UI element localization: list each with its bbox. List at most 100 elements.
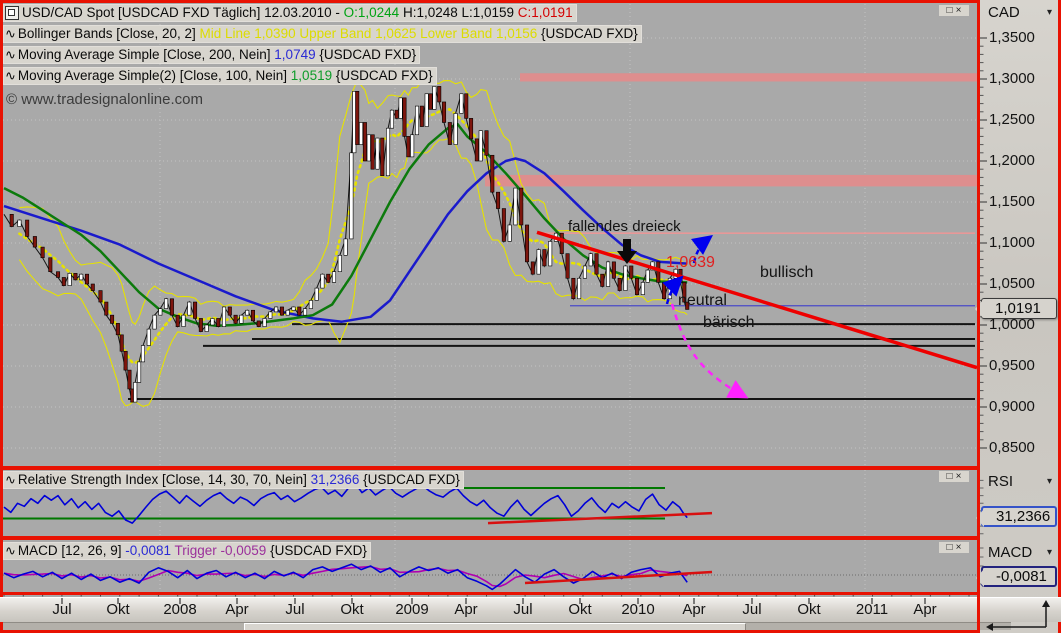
last-price-value: 1,0191 [995, 300, 1041, 317]
rsi-value-tag: 31,2366 [976, 506, 1057, 527]
price-axis-label: 1,0000 [989, 316, 1035, 333]
pane-separator-rsi-macd[interactable] [0, 536, 980, 540]
ma200-label-text: Moving Average Simple [Close, 200, Nein]… [18, 47, 416, 62]
tag-notch [976, 569, 984, 587]
rsi-axis-selector[interactable]: RSI ▾ [984, 472, 1056, 491]
time-axis-label: 2011 [855, 601, 889, 618]
time-axis-label: 2008 [163, 601, 197, 618]
squiggle-icon: ∿ [5, 543, 16, 558]
price-axis-label: 1,1500 [989, 193, 1035, 210]
label-segment: Bollinger Bands [Close, 20, 2] [17, 26, 200, 41]
price-axis-label: 0,9000 [989, 398, 1035, 415]
symbol-axis-selector[interactable]: CAD ▾ [984, 3, 1056, 22]
close-icon[interactable]: × [955, 5, 962, 16]
bollinger-indicator-row: ∿ Bollinger Bands [Close, 20, 2] Mid Lin… [3, 25, 642, 43]
last-price-tag: 1,0191 [975, 298, 1057, 319]
time-axis-label: Okt [568, 601, 592, 618]
macd-pane-window-buttons: □ × [939, 542, 969, 553]
copyright-label: © www.tradesignalonline.com [6, 91, 203, 108]
label-segment: -0,0081 [125, 543, 175, 558]
label-segment: {USDCAD FXD} [319, 47, 417, 62]
scroll-to-end-icon[interactable] [984, 596, 1058, 632]
time-axis-label: Jul [742, 601, 762, 618]
chart-title-row: USD/CAD Spot [USDCAD FXD Täglich] 12.03.… [3, 4, 577, 25]
label-segment: {USDCAD FXD} [363, 472, 460, 487]
pane-separator-macd-axis [0, 592, 980, 595]
price-axis-label: 0,8500 [989, 439, 1035, 456]
restore-icon[interactable]: □ [946, 5, 953, 16]
macd-value-tag: -0,0081 [976, 566, 1057, 587]
macd-value: -0,0081 [996, 568, 1047, 585]
price-axis-label: 1,3500 [989, 29, 1035, 46]
chevron-down-icon: ▾ [1046, 547, 1052, 558]
time-axis-label: Apr [682, 601, 706, 618]
label-segment: {USDCAD FXD} [335, 68, 433, 83]
macd-label-text: MACD [12, 26, 9] -0,0081 Trigger -0,0059… [18, 543, 367, 558]
restore-icon[interactable]: □ [946, 542, 953, 553]
label-segment: 31,2366 [310, 472, 364, 487]
time-axis [0, 597, 1061, 622]
pane-separator-vertical [977, 0, 980, 633]
time-axis-label: Jul [52, 601, 72, 618]
pane-separator-main-rsi[interactable] [0, 466, 980, 470]
chart-window-icon [5, 5, 19, 20]
label-segment: H:1,0248 L:1,0159 [399, 5, 518, 20]
scrollbar-thumb[interactable] [244, 623, 746, 630]
tag-notch [976, 509, 984, 527]
squiggle-icon: ∿ [5, 68, 16, 83]
label-segment: Relative Strength Index [Close, 14, 30, … [17, 472, 311, 487]
label-segment: Moving Average Simple(2) [Close, 100, Ne… [17, 68, 291, 83]
price-axis-label: 1,0500 [989, 275, 1035, 292]
price-axis-label: 1,2500 [989, 111, 1035, 128]
rsi-value: 31,2366 [996, 508, 1051, 525]
rsi-indicator-row: ∿ Relative Strength Index [Close, 14, 30… [3, 471, 464, 489]
main-pane-window-buttons: □ × [939, 5, 969, 16]
ma100-label-text: Moving Average Simple(2) [Close, 100, Ne… [18, 68, 433, 83]
chevron-down-icon: ▾ [1046, 476, 1052, 487]
label-segment: MACD [12, 26, 9] [17, 543, 126, 558]
rsi-label-text: Relative Strength Index [Close, 14, 30, … [18, 472, 460, 487]
macd-indicator-row: ∿ MACD [12, 26, 9] -0,0081 Trigger -0,00… [3, 542, 371, 560]
bollinger-label-text: Bollinger Bands [Close, 20, 2] Mid Line … [18, 26, 638, 41]
close-icon[interactable]: × [955, 471, 962, 482]
label-segment: Trigger -0,0059 [174, 543, 271, 558]
label-segment: C:1,0191 [517, 5, 573, 20]
time-axis-label: Okt [797, 601, 821, 618]
time-axis-label: Okt [340, 601, 364, 618]
macd-axis-selector[interactable]: MACD ▾ [984, 543, 1056, 562]
price-axis-label: 0,9500 [989, 357, 1035, 374]
label-segment: Mid Line 1,0390 Upper Band 1,0625 Lower … [199, 26, 542, 41]
close-icon[interactable]: × [955, 542, 962, 553]
ma100-indicator-row: ∿ Moving Average Simple(2) [Close, 100, … [3, 67, 437, 85]
macd-chart-canvas[interactable] [0, 540, 1061, 593]
time-axis-label: Apr [454, 601, 478, 618]
time-axis-label: 2009 [395, 601, 429, 618]
chart-annotation: fallendes dreieck [568, 218, 681, 235]
squiggle-icon: ∿ [5, 26, 16, 41]
price-axis-label: 1,1000 [989, 234, 1035, 251]
time-axis-label: Apr [225, 601, 249, 618]
label-segment: {USDCAD FXD} [541, 26, 638, 41]
price-axis-label: 1,2000 [989, 152, 1035, 169]
time-axis-label: Jul [513, 601, 533, 618]
label-segment: 1,0519 [290, 68, 336, 83]
chart-annotation: bärisch [703, 314, 755, 331]
time-axis-label: Apr [913, 601, 937, 618]
price-axis-label: 1,3000 [989, 70, 1035, 87]
chart-annotation: neutral [678, 292, 727, 309]
chart-title-text: USD/CAD Spot [USDCAD FXD Täglich] 12.03.… [22, 5, 573, 20]
label-segment: {USDCAD FXD} [270, 543, 367, 558]
rsi-pane-window-buttons: □ × [939, 471, 969, 482]
label-segment: Moving Average Simple [Close, 200, Nein] [17, 47, 275, 62]
main-chart-canvas[interactable]: fallendes dreieck 1,0639 bullisch neutral bä… [0, 0, 1061, 466]
time-axis-label: 2010 [621, 601, 655, 618]
label-segment: USD/CAD Spot [USDCAD FXD Täglich] 12.03.… [22, 5, 344, 20]
macd-axis-label: MACD [988, 544, 1033, 561]
horizontal-scrollbar[interactable] [3, 622, 1011, 630]
chart-annotation: 1,0639 [666, 254, 715, 271]
down-arrow-icon [617, 239, 637, 264]
squiggle-icon: ∿ [5, 472, 16, 487]
restore-icon[interactable]: □ [946, 471, 953, 482]
ma200-indicator-row: ∿ Moving Average Simple [Close, 200, Nei… [3, 46, 421, 64]
